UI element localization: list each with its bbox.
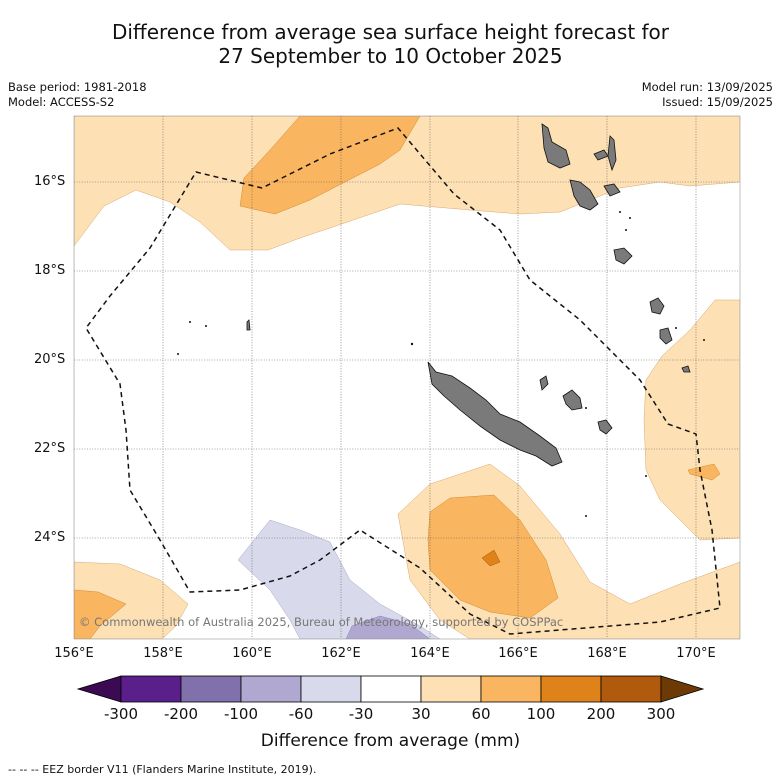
loyalty-island-2	[597, 419, 613, 435]
colorbar-tick-label: -30	[348, 705, 374, 723]
land-masses	[246, 123, 691, 467]
colorbar-tick-label: -300	[103, 705, 139, 723]
colorbar-tick-label: 30	[411, 705, 431, 723]
model-run: Model run: 13/09/2025	[641, 80, 773, 94]
anomaly-orange-north	[239, 116, 421, 215]
colorbar-bin	[300, 675, 362, 703]
colorbar-tick-label: -200	[163, 705, 199, 723]
anomaly-lavender-south	[237, 519, 441, 639]
colorbar-extend-high	[660, 675, 705, 703]
issued-date: Issued: 15/09/2025	[662, 95, 773, 109]
colorbar-bin	[480, 675, 542, 703]
lat-label-22s: 22°S	[34, 441, 66, 456]
colorbar-bin	[420, 675, 482, 703]
meta-right: Model run: 13/09/2025 Issued: 15/09/2025	[642, 80, 773, 110]
loyalty-island-3	[539, 375, 549, 391]
vanuatu-pentecost	[607, 135, 617, 172]
lat-label-18s: 18°S	[34, 263, 66, 278]
chesterfield-islet	[246, 319, 251, 331]
anomaly-orange-southwest	[74, 589, 127, 639]
colorbar-bin	[360, 675, 422, 703]
lon-label-162e: 162°E	[321, 646, 361, 661]
colorbar-bin	[540, 675, 602, 703]
vanuatu-efate	[613, 247, 633, 265]
model-name: Model: ACCESS-S2	[8, 95, 115, 109]
colorbar-title: Difference from average (mm)	[260, 731, 521, 751]
colorbar-bin	[180, 675, 242, 703]
colorbar-tick-label: 200	[586, 705, 616, 723]
colorbar-bin	[240, 675, 302, 703]
vanuatu-erromango	[649, 297, 665, 315]
copyright-notice: © Commonwealth of Australia 2025, Bureau…	[79, 615, 563, 629]
colorbar-tick-label: 60	[471, 705, 491, 723]
anomaly-light-orange-north	[74, 116, 740, 251]
vanuatu-aneityum	[681, 365, 691, 373]
anomaly-purple-south	[345, 615, 431, 639]
map-area: © Commonwealth of Australia 2025, Bureau…	[74, 116, 740, 639]
colorbar-tick-label: -100	[223, 705, 259, 723]
colorbar-bin	[120, 675, 182, 703]
colorbar-extend-low	[76, 675, 122, 703]
colorbar-tick-label: -60	[288, 705, 314, 723]
colorbar-tick-label: 100	[526, 705, 556, 723]
vanuatu-malekula	[569, 179, 599, 211]
lon-label-170e: 170°E	[676, 646, 716, 661]
gridlines	[74, 116, 740, 639]
new-caledonia-island	[427, 361, 563, 467]
eez-legend-note: -- -- -- EEZ border V11 (Flanders Marine…	[8, 763, 317, 776]
lon-label-164e: 164°E	[410, 646, 450, 661]
lon-label-160e: 160°E	[232, 646, 272, 661]
base-period: Base period: 1981-2018	[8, 80, 147, 94]
small-islets	[177, 211, 705, 517]
vanuatu-santo	[541, 123, 571, 169]
title-line-2: 27 September to 10 October 2025	[218, 44, 563, 68]
map-frame	[73, 115, 741, 640]
colorbar	[76, 675, 705, 703]
lon-label-166e: 166°E	[498, 646, 538, 661]
loyalty-island-1	[562, 389, 583, 411]
meta-left: Base period: 1981-2018 Model: ACCESS-S2	[8, 80, 147, 110]
vanuatu-ambrym	[603, 183, 621, 197]
colorbar-tick-label: 300	[646, 705, 676, 723]
eez-border	[85, 127, 721, 635]
anomaly-dark-orange-spot	[481, 549, 501, 567]
anomaly-orange-east-small	[687, 463, 721, 481]
lon-label-168e: 168°E	[587, 646, 627, 661]
lat-label-20s: 20°S	[34, 352, 66, 367]
map-title: Difference from average sea surface heig…	[0, 20, 781, 68]
colorbar-bin	[600, 675, 662, 703]
vanuatu-tanna	[659, 327, 673, 345]
title-line-1: Difference from average sea surface heig…	[111, 20, 670, 44]
lat-label-24s: 24°S	[34, 530, 66, 545]
lon-label-158e: 158°E	[143, 646, 183, 661]
lon-label-156e: 156°E	[54, 646, 94, 661]
lat-label-16s: 16°S	[34, 174, 66, 189]
